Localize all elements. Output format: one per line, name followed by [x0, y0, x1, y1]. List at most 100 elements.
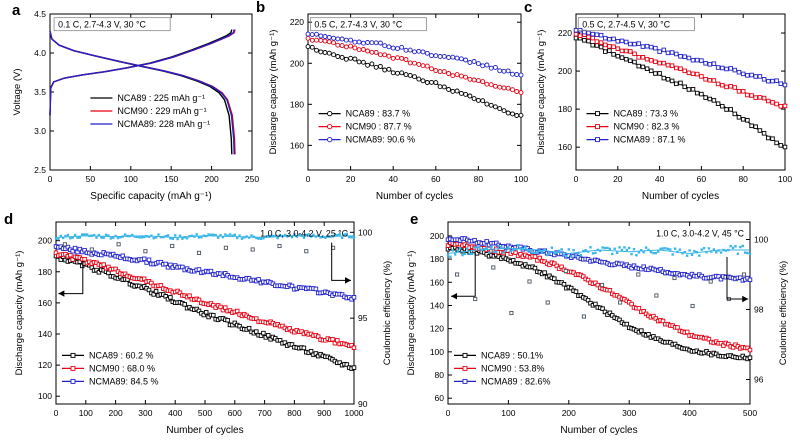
panel-label-b: b	[256, 0, 266, 16]
condition-box	[53, 17, 171, 32]
svg-text:NCMA89: 84.5 %: NCMA89: 84.5 %	[89, 376, 159, 386]
y-axis-label: Voltage (V)	[12, 69, 23, 116]
chart-c: 0 20 40 60 80 100 160 180 200 220 Number of cycles…	[536, 13, 792, 202]
svg-text:NCM90 : 53.8%: NCM90 : 53.8%	[481, 363, 545, 373]
plot-frame	[575, 13, 786, 171]
series-NCM90	[305, 35, 524, 95]
axis-arrow	[331, 242, 352, 284]
svg-text:60: 60	[431, 174, 441, 184]
panel-b-cycling-4p3v: 0 20 40 60 80 100 160 180 200 220 Number of cycles…	[264, 4, 530, 206]
svg-text:NCMA89: 90.6 %: NCMA89: 90.6 %	[346, 135, 416, 145]
chart-e: 0 100 200 300 400 500 60 80 100 120 140 160 180 200 96…	[406, 221, 789, 436]
legend: NCA89 : 225 mAh g⁻¹ NCM90 : 229 mAh g⁻¹ NC…	[90, 93, 210, 129]
series-NCA89	[53, 253, 357, 371]
axis-arrow	[451, 252, 476, 300]
svg-text:4.0: 4.0	[34, 48, 46, 58]
svg-text:500: 500	[198, 408, 212, 418]
y-axis-label: Discharge capacity (mAh g⁻¹)	[268, 30, 279, 155]
svg-text:600: 600	[228, 408, 242, 418]
svg-text:1000: 1000	[345, 408, 364, 418]
svg-text:20: 20	[613, 174, 623, 184]
svg-text:96: 96	[754, 375, 764, 385]
svg-text:100: 100	[754, 235, 768, 245]
panel-label-e: e	[410, 211, 419, 228]
svg-text:NCA89 : 50.1%: NCA89 : 50.1%	[481, 350, 543, 360]
axis-arrow	[726, 257, 749, 303]
condition-annotation: 0.5 C, 2.7-4.3 V, 30 °C	[314, 20, 402, 30]
condition-annotation: 1.0 C, 3.0-4.2 V, 25 °C	[260, 228, 348, 238]
svg-text:0: 0	[574, 174, 579, 184]
svg-text:NCM90 : 229 mAh g⁻¹: NCM90 : 229 mAh g⁻¹	[117, 106, 206, 116]
x-axis-label: Number of cycles	[166, 425, 243, 436]
svg-text:160: 160	[38, 298, 52, 308]
svg-text:50: 50	[86, 174, 96, 184]
svg-text:120: 120	[430, 324, 444, 334]
svg-text:300: 300	[138, 408, 152, 418]
svg-text:NCA89 : 60.2 %: NCA89 : 60.2 %	[89, 350, 154, 360]
svg-text:100: 100	[38, 391, 52, 401]
svg-text:80: 80	[435, 370, 445, 380]
svg-text:150: 150	[164, 174, 178, 184]
svg-text:300: 300	[622, 408, 636, 418]
svg-text:140: 140	[430, 300, 444, 310]
legend: NCA89 : 60.2 % NCM90 : 68.0 % NCMA89: 84.5…	[61, 350, 159, 386]
svg-text:180: 180	[38, 267, 52, 277]
svg-text:160: 160	[430, 277, 444, 287]
svg-text:800: 800	[287, 408, 301, 418]
svg-text:160: 160	[290, 140, 304, 150]
panel-label-c: c	[524, 0, 533, 16]
svg-text:0: 0	[446, 408, 451, 418]
svg-text:200: 200	[205, 174, 219, 184]
y-axis-label: Discharge capacity (mAh g⁻¹)	[406, 251, 417, 376]
series-NCM90	[49, 29, 236, 155]
svg-text:200: 200	[430, 231, 444, 241]
legend: NCA89 : 50.1% NCM90 : 53.8% NCMA89 : 82.6%	[454, 350, 551, 386]
svg-text:NCM90 : 68.0 %: NCM90 : 68.0 %	[89, 363, 155, 373]
svg-text:220: 220	[290, 17, 304, 27]
series-NCA89	[573, 35, 788, 150]
y2-axis-label: Coulombic efficiency (%)	[382, 261, 393, 365]
svg-text:900: 900	[317, 408, 331, 418]
svg-text:3.0: 3.0	[34, 126, 46, 136]
series-NCMA89	[573, 27, 788, 88]
svg-text:3.5: 3.5	[34, 87, 46, 97]
panel-e-longterm-cycling-45c: 0 100 200 300 400 500 60 80 100 120 140 160 180 200 96…	[402, 210, 792, 440]
series-coulombic-efficiency	[54, 232, 356, 241]
svg-text:180: 180	[430, 254, 444, 264]
svg-text:200: 200	[109, 408, 123, 418]
svg-text:95: 95	[358, 313, 368, 323]
legend: NCA89 : 73.3 % NCM90 : 82.3 % NCMA89 : 87.…	[586, 109, 685, 145]
series-NCMA89	[445, 236, 753, 283]
svg-text:120: 120	[38, 360, 52, 370]
series-NCMA89	[53, 244, 357, 302]
x-axis-label: Number of cycles	[642, 191, 719, 202]
svg-text:200: 200	[290, 58, 304, 68]
svg-text:60: 60	[435, 393, 445, 403]
panel-d-longterm-cycling-25c: 0 100 200 300 400 500 600 700 800 900 1000 100 120 14…	[10, 210, 396, 440]
condition-box	[309, 17, 427, 32]
coulombic-efficiency-scatter	[455, 265, 747, 319]
svg-text:400: 400	[168, 408, 182, 418]
y2-axis-label: Coulombic efficiency (%)	[778, 261, 789, 365]
svg-text:100: 100	[430, 347, 444, 357]
plot-frame	[447, 221, 751, 405]
chart-a: 0 50 100 150 200 250 2.5 3.0 3.5 4.0 4.5 Specific c…	[12, 9, 259, 202]
svg-text:0: 0	[54, 408, 59, 418]
condition-annotation: 1.0 C, 3.0-4.2 V, 45 °C	[656, 228, 744, 238]
svg-text:0: 0	[48, 174, 53, 184]
axis-arrow	[58, 260, 84, 297]
svg-text:0: 0	[306, 174, 311, 184]
svg-text:160: 160	[558, 142, 572, 152]
series-NCA89	[305, 44, 524, 118]
panel-label-a: a	[12, 2, 21, 19]
y-axis-label: Discharge capacity (mAh g⁻¹)	[536, 30, 547, 155]
series-NCA89	[49, 29, 233, 155]
series-NCMA89	[49, 29, 235, 155]
svg-text:100: 100	[124, 174, 138, 184]
panel-label-d: d	[4, 211, 14, 228]
axes: 0 20 40 60 80 100 160 180 200 220	[558, 14, 792, 184]
legend: NCA89 : 83.7 % NCM90 : 87.7 % NCMA89: 90.6…	[318, 109, 416, 145]
svg-text:80: 80	[474, 174, 484, 184]
coulombic-efficiency-scatter	[62, 242, 336, 255]
x-axis-label: Number of cycles	[376, 191, 453, 202]
